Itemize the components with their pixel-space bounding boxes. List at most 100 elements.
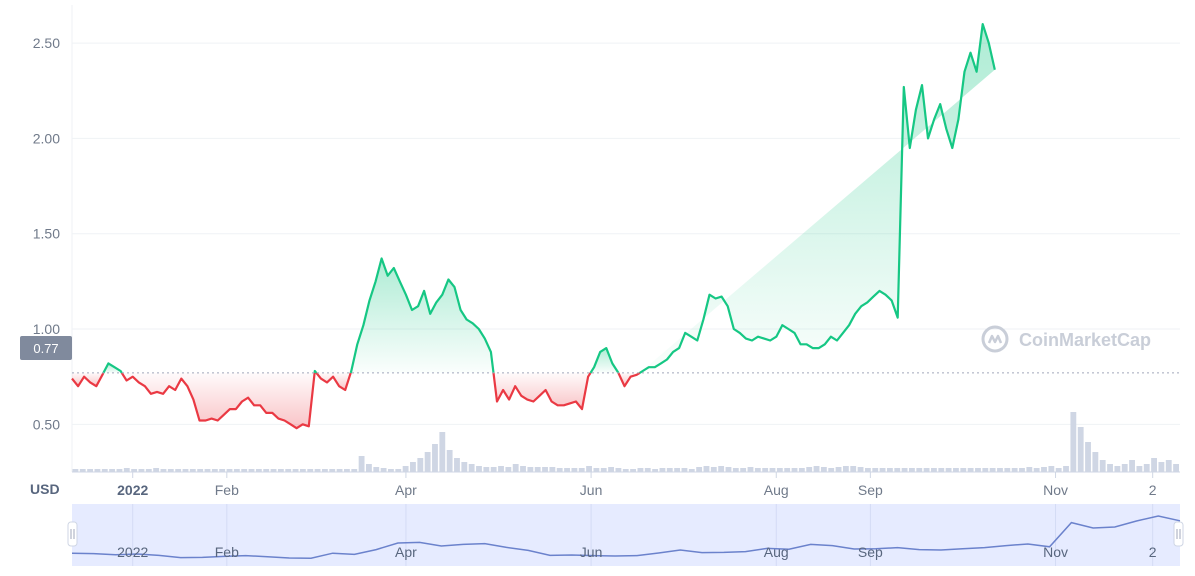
price-area-up [590, 348, 619, 373]
volume-bar [388, 469, 394, 472]
volume-bar [784, 468, 791, 472]
x-tick-label: 2 [1149, 482, 1157, 498]
volume-bar [989, 468, 996, 472]
volume-bar [109, 469, 116, 472]
volume-bar [688, 469, 695, 472]
volume-bar [762, 468, 769, 472]
volume-bar [586, 466, 592, 472]
volume-bar [476, 466, 482, 472]
volume-bar [1092, 452, 1099, 472]
volume-bar [813, 466, 820, 472]
price-line-up [349, 257, 495, 374]
volume-bar [593, 468, 600, 472]
volume-bar [886, 468, 893, 472]
volume-bar [630, 469, 637, 472]
volume-bar [204, 469, 211, 472]
volume-bar [725, 467, 732, 472]
volume-bar [226, 469, 233, 472]
volume-bar [79, 469, 86, 472]
volume-bar [1041, 467, 1047, 472]
y-axis: 0.50 1.00 1.50 2.00 2.50 [33, 35, 60, 432]
volume-bar [358, 456, 365, 472]
price-line-down [120, 372, 316, 430]
volume-bar [703, 466, 710, 472]
x-tick-label: 2022 [117, 482, 148, 498]
volume-bar [241, 469, 248, 472]
volume-bar [769, 468, 776, 472]
volume-bar [1085, 442, 1091, 472]
price-line-down [71, 372, 105, 388]
volume-bar [1121, 464, 1128, 472]
volume-bar [336, 469, 343, 472]
x-tick-label: Jun [580, 482, 603, 498]
navigator-tick-label: Nov [1043, 544, 1068, 560]
volume-bar [1055, 468, 1062, 472]
volume-bar [461, 462, 468, 472]
volume-bar [938, 468, 945, 472]
y-tick-label: 2.50 [33, 35, 60, 51]
volume-bar [578, 468, 585, 472]
volume-bar [446, 450, 453, 472]
x-tick-label: Feb [215, 482, 239, 498]
navigator-right-handle[interactable] [1173, 521, 1184, 547]
volume-bar [1063, 466, 1069, 472]
volume-bar [542, 467, 548, 472]
volume-bar [571, 468, 578, 472]
navigator-left-handle[interactable] [67, 521, 78, 547]
volume-bar [666, 468, 673, 472]
volume-bars [72, 412, 1179, 472]
volume-bar [1048, 466, 1055, 472]
volume-bar [424, 452, 431, 472]
navigator-tick-label: Jun [580, 544, 603, 560]
volume-bar [820, 467, 827, 472]
volume-bar [116, 469, 123, 472]
volume-bar [864, 468, 871, 472]
volume-bar [975, 468, 981, 472]
navigator-tick-label: Apr [395, 544, 417, 560]
volume-bar [652, 469, 659, 472]
volume-bar [167, 469, 174, 472]
navigator-line [71, 515, 1181, 559]
volume-bar [211, 469, 218, 472]
volume-bar [659, 468, 666, 472]
volume-bar [1143, 464, 1150, 472]
current-price-label: 0.77 [33, 341, 58, 356]
volume-bar [189, 469, 196, 472]
price-line [71, 24, 996, 430]
volume-bar [1011, 468, 1018, 472]
volume-bar [182, 469, 189, 472]
volume-bar [953, 468, 959, 472]
volume-bar [248, 469, 255, 472]
volume-bar [842, 466, 849, 472]
navigator-labels: 2022 Feb Apr Jun Aug Sep Nov 2 [117, 544, 1157, 560]
volume-bar [410, 462, 416, 472]
price-area-down [316, 372, 351, 390]
volume-bar [454, 458, 460, 472]
range-navigator[interactable]: 2022 Feb Apr Jun Aug Sep Nov 2 [67, 504, 1184, 566]
volume-bar [138, 469, 145, 472]
volume-bar [564, 468, 570, 472]
volume-bar [72, 469, 79, 472]
volume-bar [299, 469, 306, 472]
volume-bar [828, 468, 835, 472]
price-area [72, 24, 995, 429]
volume-bar [263, 469, 270, 472]
volume-bar [872, 468, 879, 472]
navigator-grid [132, 504, 1154, 566]
volume-bar [153, 468, 160, 472]
volume-bar [644, 468, 651, 472]
volume-bar [270, 469, 277, 472]
volume-bar [351, 469, 358, 472]
volume-bar [1070, 412, 1077, 472]
volume-bar [894, 468, 901, 472]
volume-bar [123, 468, 130, 472]
volume-bar [219, 469, 226, 472]
volume-bar [1165, 460, 1172, 472]
volume-bar [468, 464, 475, 472]
volume-bar [901, 468, 908, 472]
volume-bar [879, 468, 886, 472]
watermark-text: CoinMarketCap [1019, 330, 1151, 350]
volume-bar [1077, 427, 1084, 472]
volume-bar [1004, 468, 1011, 472]
volume-bar [909, 468, 915, 472]
